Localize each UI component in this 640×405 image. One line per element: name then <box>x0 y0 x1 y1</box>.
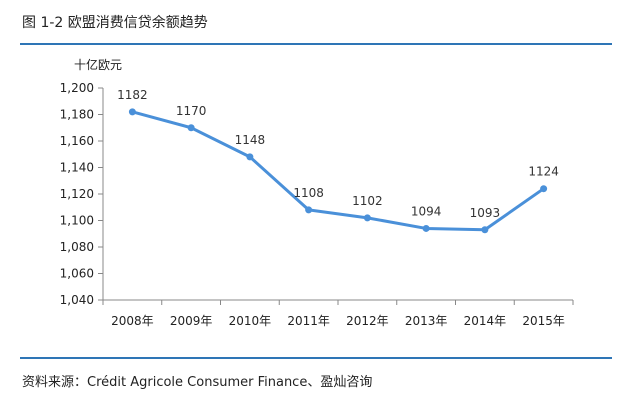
x-tick-label: 2013年 <box>405 314 448 328</box>
figure-title: 图 1-2 欧盟消费信贷余额趋势 <box>22 15 208 31</box>
data-label: 1093 <box>470 206 501 220</box>
x-tick-label: 2012年 <box>346 314 389 328</box>
y-tick-label: 1,160 <box>60 134 94 148</box>
data-point <box>305 206 313 214</box>
y-axis-label: 十亿欧元 <box>74 57 122 72</box>
y-tick-label: 1,100 <box>60 214 94 228</box>
data-point <box>422 224 430 232</box>
x-tick-label: 2015年 <box>522 314 565 328</box>
data-label: 1170 <box>176 104 207 118</box>
x-tick-label: 2010年 <box>229 314 272 328</box>
y-tick-label: 1,120 <box>60 187 94 201</box>
top-divider <box>20 43 612 45</box>
data-label: 1182 <box>117 88 148 102</box>
series-line <box>130 110 546 232</box>
data-point <box>540 185 548 193</box>
x-tick-label: 2014年 <box>464 314 507 328</box>
data-label: 1124 <box>528 165 559 179</box>
y-tick-label: 1,040 <box>60 293 94 307</box>
data-label: 1148 <box>235 133 266 147</box>
data-point <box>128 108 136 116</box>
y-tick-label: 1,060 <box>60 267 94 281</box>
y-tick-label: 1,180 <box>60 108 94 122</box>
data-point <box>246 153 254 161</box>
data-label: 1108 <box>293 186 324 200</box>
y-tick-label: 1,080 <box>60 240 94 254</box>
x-ticks: 2008年 2009年 2010年 2011年 2012年 2013年 2014年 2015年 <box>102 300 574 328</box>
x-tick-label: 2009年 <box>170 314 213 328</box>
source-note: 资料来源：Crédit Agricole Consumer Finance、盈灿… <box>22 375 373 390</box>
x-tick-label: 2011年 <box>287 314 330 328</box>
x-tick-label: 2008年 <box>111 314 154 328</box>
y-ticks: 1,040 1,060 1,080 1,100 1,120 1,140 1,160 1,180… <box>60 81 103 307</box>
axes <box>102 88 573 301</box>
data-point <box>481 226 489 234</box>
data-point <box>187 124 195 132</box>
data-point <box>363 214 371 222</box>
y-tick-label: 1,200 <box>60 81 94 95</box>
y-tick-label: 1,140 <box>60 161 94 175</box>
bottom-divider <box>20 357 612 359</box>
data-label: 1102 <box>352 194 383 208</box>
series: 1182 1170 1148 1108 1102 1094 1093 1124 <box>117 88 559 234</box>
data-label: 1094 <box>411 204 442 218</box>
